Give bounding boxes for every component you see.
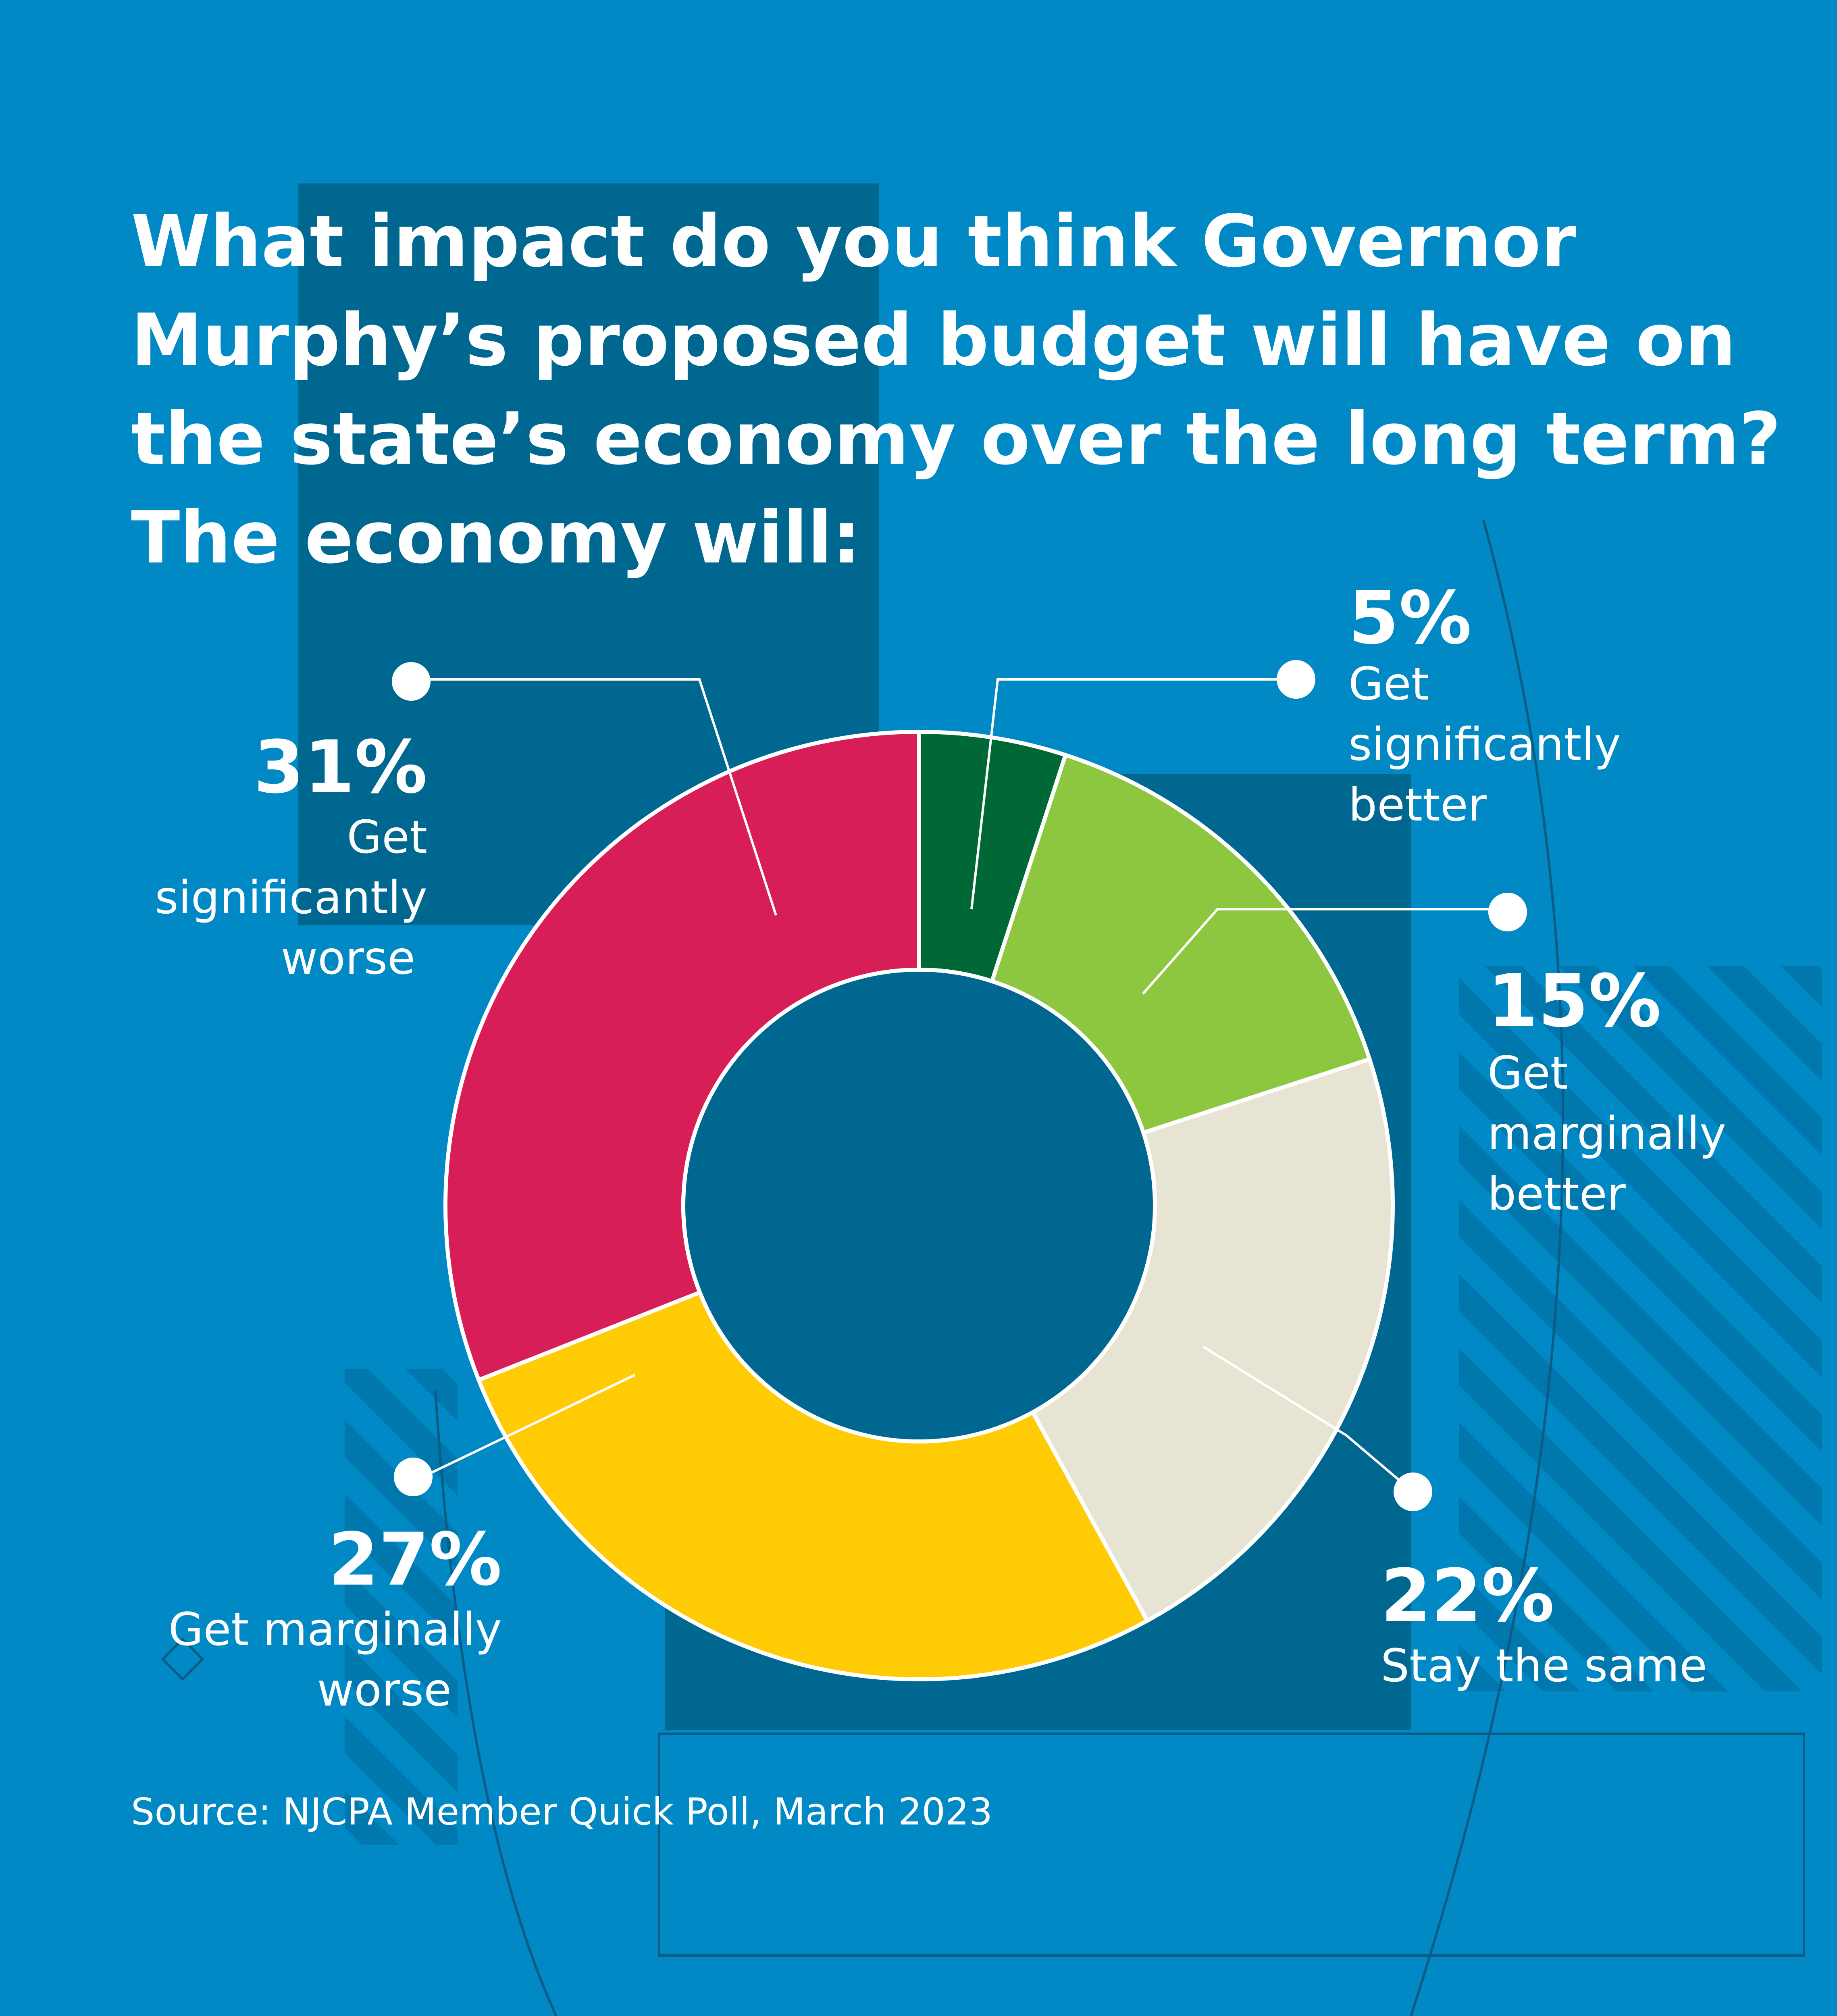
leader-dots	[392, 660, 1527, 1511]
bg-hatch-right	[1459, 966, 1822, 1691]
category-label-line: Get	[1487, 1047, 1568, 1100]
category-label-line: significantly	[155, 872, 427, 924]
leader-dot-marginally-better	[1488, 893, 1527, 931]
bg-diamond	[161, 1637, 204, 1681]
slice-label-stay-same: 22% Stay the same	[1381, 1554, 1707, 1692]
category-label-line: marginally	[1487, 1108, 1726, 1160]
category-label-line: Get marginally	[169, 1604, 502, 1656]
category-label-line: better	[1348, 779, 1487, 831]
category-label-line: worse	[281, 932, 415, 985]
title-line-3: the state’s economy over the long term?	[131, 397, 1781, 481]
bg-arc-left	[434, 1391, 558, 2016]
donut-hole	[681, 968, 1157, 1443]
leader-dot-stay-same	[1394, 1472, 1432, 1511]
title-line-4: The economy will:	[131, 496, 861, 579]
leader-line-marginally-better	[1142, 908, 1508, 995]
category-label-line: significantly	[1348, 719, 1621, 771]
slice-label-marginally-better: 15% Get marginally better	[1487, 959, 1726, 1220]
title-line-1: What impact do you think Governor	[131, 200, 1576, 283]
title-line-2: Murphy’s proposed budget will have on	[131, 298, 1736, 382]
bg-frame-bottom	[658, 1733, 1805, 1957]
category-label-line: Get	[347, 811, 427, 864]
leader-dot-significantly-worse	[392, 662, 431, 701]
category-label-line: better	[1487, 1168, 1626, 1220]
leader-dot-marginally-worse	[394, 1458, 433, 1496]
value-label: 22%	[1381, 1554, 1554, 1638]
category-label-line: Get	[1348, 658, 1429, 710]
chart-title: What impact do you think Governor Murphy…	[131, 200, 1781, 579]
leader-lines	[411, 678, 1508, 1493]
value-label: 27%	[328, 1518, 502, 1602]
bg-arc-right	[1410, 520, 1564, 2016]
category-label-line: worse	[317, 1664, 451, 1716]
leader-line-significantly-better	[970, 678, 1294, 910]
leader-dot-significantly-better	[1277, 660, 1315, 699]
value-label: 5%	[1348, 576, 1472, 660]
leader-line-marginally-worse	[429, 1374, 636, 1475]
value-label: 15%	[1487, 959, 1661, 1043]
slice-label-significantly-worse: 31% Get significantly worse	[155, 725, 427, 985]
slice-label-significantly-better: 5% Get significantly better	[1348, 576, 1621, 831]
source-note: Source: NJCPA Member Quick Poll, March 2…	[131, 1790, 992, 1833]
slice-label-marginally-worse: 27% Get marginally worse	[169, 1518, 502, 1716]
category-label-line: Stay the same	[1381, 1640, 1707, 1692]
leader-line-significantly-worse	[411, 678, 777, 916]
value-label: 31%	[254, 725, 427, 810]
leader-line-stay-same	[1202, 1345, 1414, 1493]
